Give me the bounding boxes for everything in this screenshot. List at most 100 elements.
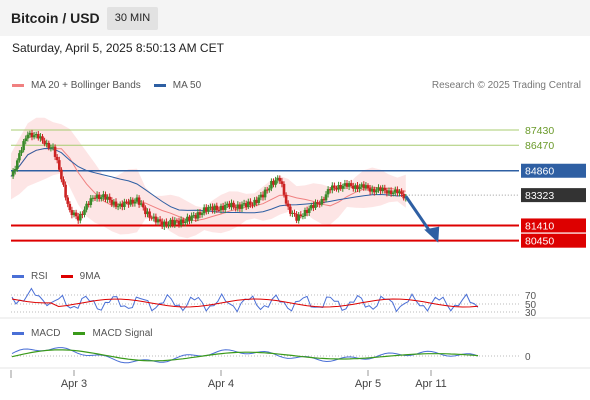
candle-body xyxy=(55,156,59,161)
candle-body xyxy=(167,224,170,226)
candle-body xyxy=(202,207,206,214)
candle-body xyxy=(312,205,315,208)
x-tick-label: Apr 3 xyxy=(61,378,87,390)
candle-body xyxy=(377,187,380,191)
candle-body xyxy=(72,212,76,216)
macd-legend-label: MACD xyxy=(31,328,61,339)
candle-body xyxy=(106,196,109,200)
candle-body xyxy=(148,211,151,218)
candle-body xyxy=(28,132,32,135)
candle-body xyxy=(34,134,38,136)
level-label-80450: 80450 xyxy=(525,236,554,248)
candle-body xyxy=(261,194,265,198)
candle-body xyxy=(328,189,332,191)
candle-body xyxy=(60,169,63,180)
candle-body xyxy=(282,183,286,195)
ma20-line xyxy=(10,147,406,222)
candle-body xyxy=(125,201,128,203)
level-label-81410: 81410 xyxy=(525,220,554,232)
candle-body xyxy=(68,203,72,211)
candle-body xyxy=(79,213,82,221)
candle-body xyxy=(205,207,208,212)
candle-body xyxy=(316,202,319,204)
x-tick-label: Apr 11 xyxy=(415,378,447,390)
candle-body xyxy=(234,207,237,209)
candle-body xyxy=(196,212,200,219)
candle-body xyxy=(102,194,105,198)
candle-body xyxy=(310,205,313,209)
timeframe-badge[interactable]: 30 MIN xyxy=(107,7,158,30)
candle-body xyxy=(110,199,114,205)
candle-body xyxy=(85,203,88,210)
level-label-84860: 84860 xyxy=(525,166,554,178)
candle-body xyxy=(87,203,90,205)
candle-body xyxy=(123,201,126,207)
candle-body xyxy=(291,212,294,214)
candle-body xyxy=(257,197,261,203)
candle-body xyxy=(274,180,277,185)
candle-body xyxy=(137,197,141,205)
candle-body xyxy=(215,205,219,210)
candle-body xyxy=(11,171,15,177)
candle-body xyxy=(62,179,65,185)
bollinger-band xyxy=(11,117,406,239)
candle-body xyxy=(165,221,168,226)
candle-body xyxy=(18,153,21,161)
candle-body xyxy=(402,193,405,199)
rsi-level-label-30: 30 xyxy=(525,308,537,319)
candle-body xyxy=(150,217,153,219)
candle-body xyxy=(112,201,116,205)
candle-body xyxy=(194,215,198,219)
candle-body xyxy=(297,214,300,221)
candle-body xyxy=(131,199,135,204)
candle-body xyxy=(179,219,183,226)
candle-body xyxy=(373,188,376,193)
candle-body xyxy=(30,132,34,138)
candle-body xyxy=(108,196,111,200)
candle-body xyxy=(97,194,101,199)
candle-body xyxy=(104,194,107,200)
candle-body xyxy=(364,185,368,189)
ma50-swatch xyxy=(153,84,166,87)
candle-body xyxy=(16,160,19,169)
candle-body xyxy=(146,211,149,215)
level-label-86470: 86470 xyxy=(525,140,554,152)
ma20-legend-label: MA 20 + Bollinger Bands xyxy=(31,80,141,91)
candle-body xyxy=(339,185,342,189)
candle-body xyxy=(335,187,338,190)
candle-body xyxy=(37,134,40,139)
candle-body xyxy=(320,199,324,205)
candle-body xyxy=(190,215,193,221)
candle-body xyxy=(226,203,229,205)
macd-legend: MACD MACD Signal xyxy=(12,328,152,339)
candle-body xyxy=(58,160,61,170)
candle-body xyxy=(255,199,258,203)
candle-body xyxy=(217,209,221,211)
candle-body xyxy=(232,202,235,208)
macd-zero-label: 0 xyxy=(525,352,531,363)
candle-body xyxy=(173,220,177,225)
candle-body xyxy=(24,138,27,142)
level-tag-84860 xyxy=(521,163,586,178)
level-tag-80450 xyxy=(521,233,586,248)
candle-body xyxy=(370,188,374,192)
candle-body xyxy=(389,190,393,195)
candle-body xyxy=(74,212,78,217)
candle-body xyxy=(284,194,288,204)
rsi-ma-swatch xyxy=(60,275,73,278)
candle-body xyxy=(70,210,74,216)
level-tag-81410 xyxy=(521,218,586,233)
candle-body xyxy=(314,202,317,208)
candle-body xyxy=(211,206,214,211)
candle-body xyxy=(295,213,298,221)
candle-body xyxy=(303,209,307,216)
rsi-level-label-50: 50 xyxy=(525,300,537,311)
candle-body xyxy=(91,197,95,199)
level-label-87430: 87430 xyxy=(525,125,554,137)
candle-body xyxy=(286,203,290,207)
candle-body xyxy=(93,197,97,199)
candle-body xyxy=(242,203,246,205)
candle-body xyxy=(337,185,340,190)
candle-body xyxy=(251,204,254,206)
